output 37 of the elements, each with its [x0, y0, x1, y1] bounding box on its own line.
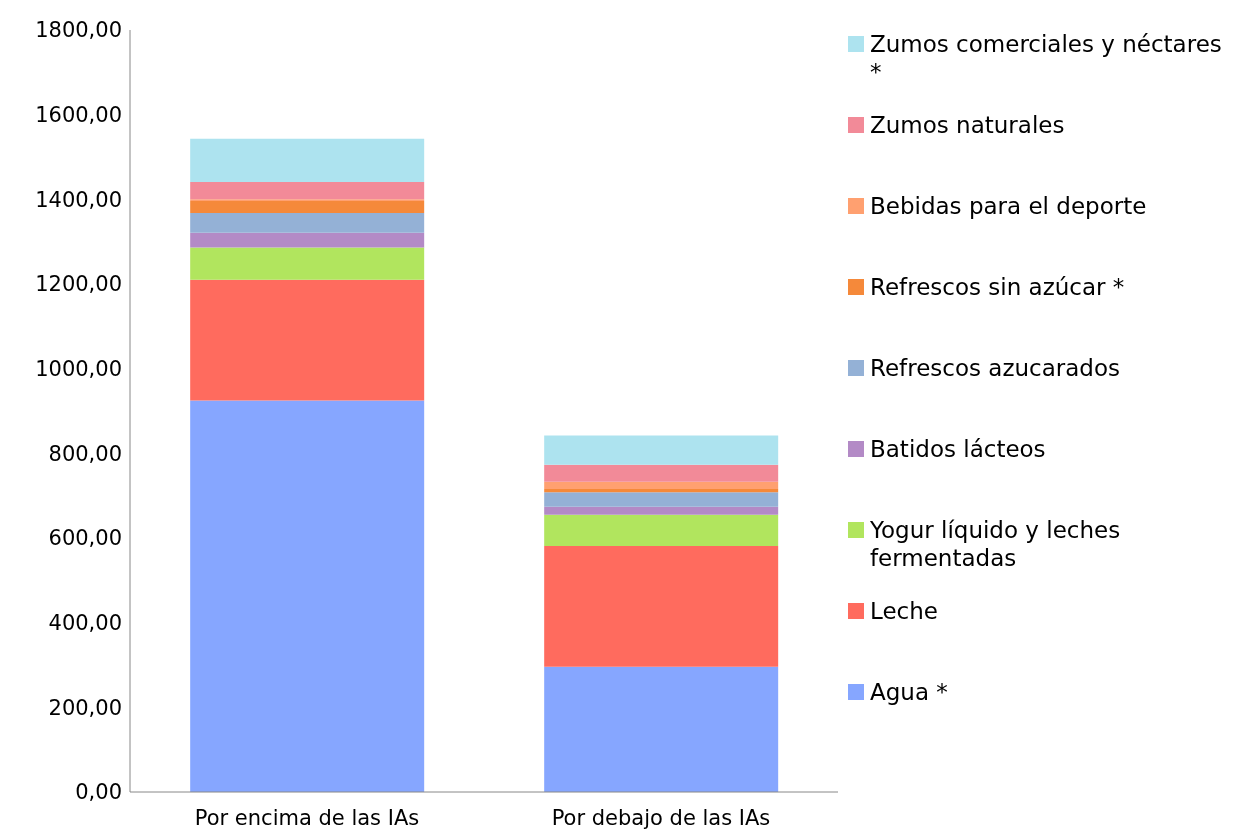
y-tick-label: 800,00	[48, 441, 122, 466]
bar	[544, 464, 779, 482]
bar	[544, 492, 779, 507]
bar	[544, 435, 779, 465]
legend-label: Zumos comerciales y néctares *	[870, 30, 1223, 86]
x-tick-label: Por encima de las IAs	[194, 805, 420, 830]
y-tick-label: 0,00	[75, 780, 122, 805]
y-tick-label: 1200,00	[35, 272, 122, 297]
legend-label: Zumos naturales	[870, 111, 1065, 139]
bar	[190, 138, 425, 182]
bar	[544, 506, 779, 515]
y-tick-label: 1000,00	[35, 357, 122, 382]
bar	[190, 247, 425, 280]
bar	[190, 181, 425, 200]
legend-label: Batidos lácteos	[870, 435, 1046, 463]
bar	[190, 279, 425, 401]
bar	[544, 481, 779, 489]
bar	[190, 201, 425, 213]
legend-label: Refrescos sin azúcar *	[870, 273, 1125, 301]
y-tick-label: 1800,00	[35, 18, 122, 43]
y-tick-label: 600,00	[48, 526, 122, 551]
bar	[190, 212, 425, 233]
y-tick-label: 1400,00	[35, 187, 122, 212]
bar	[544, 666, 779, 792]
bar	[544, 546, 779, 667]
legend-label: Agua *	[870, 678, 948, 706]
legend-label: Refrescos azucarados	[870, 354, 1120, 382]
y-tick-label: 400,00	[48, 611, 122, 636]
legend-label: Bebidas para el deporte	[870, 192, 1147, 220]
y-tick-label: 1600,00	[35, 103, 122, 128]
y-tick-label: 200,00	[48, 695, 122, 720]
legend-label: Leche	[870, 597, 938, 625]
x-tick-label: Por debajo de las IAs	[551, 805, 771, 830]
bar	[190, 400, 425, 792]
bar	[190, 232, 425, 248]
bar	[544, 514, 779, 547]
legend-label: Yogur líquido y leches fermentadas	[870, 516, 1122, 572]
